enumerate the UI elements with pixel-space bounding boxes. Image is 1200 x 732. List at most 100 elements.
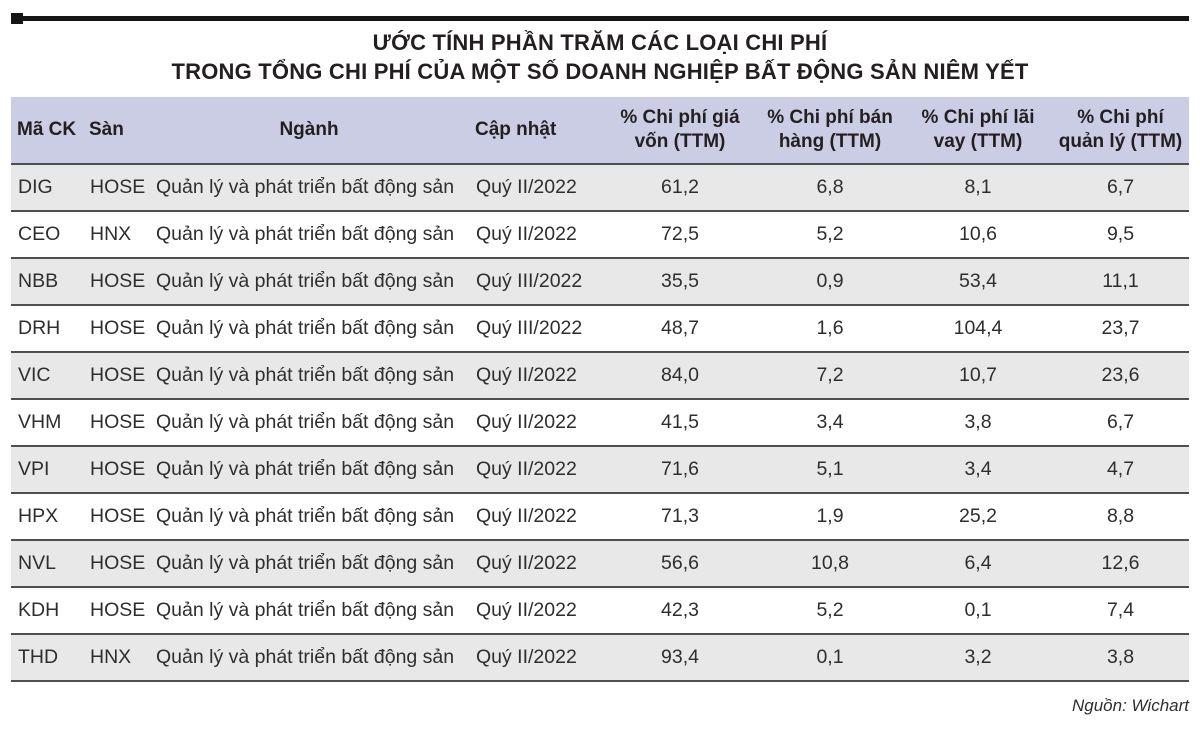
table-cell: 71,6 — [604, 445, 756, 493]
table-cell: 6,7 — [1106, 176, 1135, 198]
table-cell: 48,7 — [604, 304, 756, 352]
column-header-nganh: Ngành — [149, 97, 469, 165]
column-header-cap-nhat: Cập nhật — [469, 97, 604, 165]
table-cell: HNX — [83, 210, 149, 258]
page-title-line2: TRONG TỔNG CHI PHÍ CỦA MỘT SỐ DOANH NGHI… — [171, 59, 1029, 84]
top-rule — [11, 13, 1189, 24]
table-cell: 0,9 — [756, 257, 904, 305]
table-cell: 35,5 — [604, 257, 756, 305]
table-cell: Quản lý và phát triển bất động sản — [149, 586, 469, 634]
table-cell: 3,8 — [1052, 633, 1189, 682]
table-cell: 4,7 — [1052, 445, 1189, 493]
table-cell: Quản lý và phát triển bất động sản — [149, 210, 469, 258]
table-cell: HOSE — [83, 398, 149, 446]
table-cell: 56,6 — [604, 539, 756, 587]
table-cell: Quản lý và phát triển bất động sản — [149, 398, 469, 446]
table-cell: 41,5 — [604, 398, 756, 446]
table-row: HPX HOSE Quản lý và phát triển bất động sả… — [11, 492, 1189, 540]
table-cell: 10,8 — [756, 539, 904, 587]
table-cell: THD — [11, 633, 83, 682]
table-cell: VPI — [11, 445, 83, 493]
table-row: VPI HOSE Quản lý và phát triển bất động sả… — [11, 445, 1189, 493]
table-cell: 53,4 — [904, 257, 1052, 305]
rule-endcap — [11, 13, 23, 24]
column-header-ma-ck: Mã CK — [11, 97, 83, 165]
table-cell: 6,8 — [816, 176, 844, 198]
table-cell: DIG — [18, 176, 53, 198]
table-cell: Quản lý và phát triển bất động sản — [149, 539, 469, 587]
table-row: VHM HOSE Quản lý và phát triển bất động sả… — [11, 398, 1189, 446]
table-cell: Quản lý và phát triển bất động sản — [149, 633, 469, 682]
table-cell: HPX — [11, 492, 83, 540]
page-title-line1: ƯỚC TÍNH PHẦN TRĂM CÁC LOẠI CHI PHÍ — [372, 30, 828, 55]
table-cell: 71,3 — [604, 492, 756, 540]
table-cell: 9,5 — [1052, 210, 1189, 258]
column-header-chi-phi-quan-ly: % Chi phí quản lý (TTM) — [1052, 97, 1189, 165]
table-cell: Quý II/2022 — [469, 492, 604, 540]
table-cell: 5,1 — [756, 445, 904, 493]
table-cell: VHM — [11, 398, 83, 446]
table-cell: NVL — [11, 539, 83, 587]
table-cell: 42,3 — [604, 586, 756, 634]
page-title: ƯỚC TÍNH PHẦN TRĂM CÁC LOẠI CHI PHÍ TRON… — [11, 28, 1189, 86]
table-cell: 23,6 — [1052, 351, 1189, 399]
table-cell: 61,2 — [661, 176, 699, 198]
table-cell: HOSE — [83, 351, 149, 399]
table-cell: 3,8 — [904, 398, 1052, 446]
table-cell: 3,4 — [756, 398, 904, 446]
column-header-chi-phi-ban-hang: % Chi phí bán hàng (TTM) — [756, 97, 904, 165]
table-cell: HOSE — [83, 445, 149, 493]
table-cell: 7,4 — [1052, 586, 1189, 634]
table-cell: Quý III/2022 — [469, 304, 604, 352]
table-cell: 7,2 — [756, 351, 904, 399]
table-cell: 0,1 — [756, 633, 904, 682]
table-cell: 6,4 — [904, 539, 1052, 587]
table-cell: Quý II/2022 — [469, 586, 604, 634]
table-cell: Quý II/2022 — [469, 445, 604, 493]
table-cell: 72,5 — [604, 210, 756, 258]
table-cell: Quản lý và phát triển bất động sản — [149, 257, 469, 305]
table-cell: Quý II/2022 — [469, 633, 604, 682]
table-cell: Quản lý và phát triển bất động sản — [156, 176, 455, 198]
table-cell: 6,7 — [1052, 398, 1189, 446]
table-cell: 1,9 — [756, 492, 904, 540]
table-cell: Quý II/2022 — [469, 351, 604, 399]
table-row: THD HNX Quản lý và phát triển bất động sản… — [11, 633, 1189, 682]
table-cell: Quý II/2022 — [476, 176, 577, 198]
table-cell: Quý II/2022 — [469, 210, 604, 258]
table-cell: DRH — [11, 304, 83, 352]
table-cell: Quản lý và phát triển bất động sản — [149, 351, 469, 399]
table-cell: 10,6 — [904, 210, 1052, 258]
table-cell: 8,1 — [964, 176, 992, 198]
table-row: CEO HNX Quản lý và phát triển bất động sản… — [11, 210, 1189, 258]
table-cell: 10,7 — [904, 351, 1052, 399]
table-row: DRH HOSE Quản lý và phát triển bất động sả… — [11, 304, 1189, 352]
table-cell: HNX — [83, 633, 149, 682]
table-cell: HOSE — [83, 257, 149, 305]
table-cell: CEO — [11, 210, 83, 258]
column-header-chi-phi-lai-vay: % Chi phí lãi vay (TTM) — [904, 97, 1052, 165]
table-header: Mã CK Sàn Ngành Cập nhật % Chi phí giá v… — [11, 97, 1189, 165]
table-cell: VIC — [11, 351, 83, 399]
table-cell: 1,6 — [756, 304, 904, 352]
source-note: Nguồn: Wichart — [1071, 696, 1189, 715]
rule-line — [23, 16, 1189, 21]
table-cell: 3,2 — [904, 633, 1052, 682]
table-cell: Quản lý và phát triển bất động sản — [149, 304, 469, 352]
column-header-san: Sàn — [83, 97, 149, 165]
table-cell: NBB — [11, 257, 83, 305]
table-cell: Quản lý và phát triển bất động sản — [149, 492, 469, 540]
table-cell: Quý III/2022 — [469, 257, 604, 305]
table-cell: HOSE — [83, 539, 149, 587]
table-row: DIG HOSE Quản lý và phát triển bất động sả… — [11, 164, 1189, 211]
table-cell: 25,2 — [904, 492, 1052, 540]
table-cell: HOSE — [83, 492, 149, 540]
table-cell: 8,8 — [1052, 492, 1189, 540]
table-cell: 84,0 — [604, 351, 756, 399]
table-header-row: Mã CK Sàn Ngành Cập nhật % Chi phí giá v… — [11, 97, 1189, 165]
table-cell: 12,6 — [1052, 539, 1189, 587]
table-cell: Quý II/2022 — [469, 398, 604, 446]
table-cell: 3,4 — [904, 445, 1052, 493]
cost-table: Mã CK Sàn Ngành Cập nhật % Chi phí giá v… — [11, 97, 1189, 682]
